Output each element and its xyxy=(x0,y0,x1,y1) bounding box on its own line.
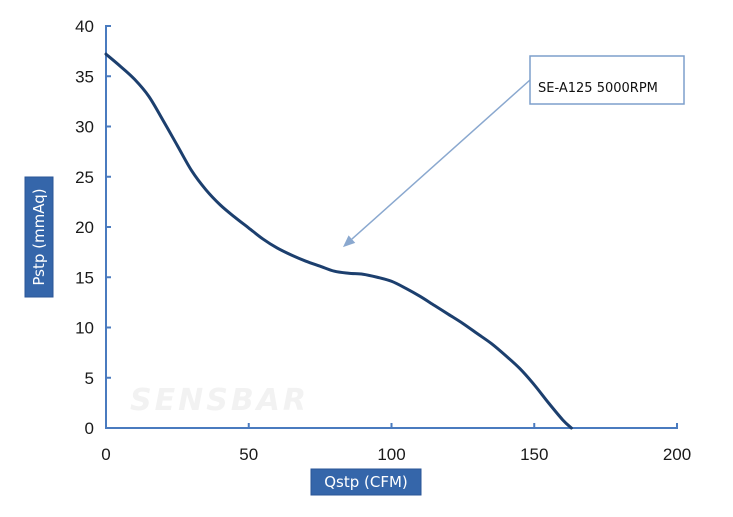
annotation-arrow xyxy=(351,79,531,240)
x-ticks: 0 50 100 150 200 xyxy=(101,423,691,464)
y-ticks: 0 5 10 15 20 25 30 35 40 xyxy=(75,17,111,438)
annotation: SE-A125 5000RPM xyxy=(342,55,685,248)
x-tick-label: 0 xyxy=(101,445,110,464)
watermark-text: SENSBAR xyxy=(130,383,309,418)
y-axis-label-text: Pstp (mmAq) xyxy=(30,188,48,285)
series-line xyxy=(104,52,573,430)
x-tick-label: 50 xyxy=(239,445,258,464)
y-tick-label: 40 xyxy=(75,17,94,36)
x-tick-label: 200 xyxy=(663,445,691,464)
annotation-box xyxy=(529,55,685,105)
y-tick-label: 0 xyxy=(85,419,94,438)
y-tick-label: 15 xyxy=(75,268,94,287)
y-tick-label: 10 xyxy=(75,319,94,338)
annotation-text: SE-A125 5000RPM xyxy=(538,81,658,96)
x-axis-label: Qstp (CFM) xyxy=(310,468,422,496)
y-tick-label: 20 xyxy=(75,218,94,237)
y-tick-label: 5 xyxy=(85,369,94,388)
x-tick-label: 150 xyxy=(520,445,548,464)
y-tick-label: 25 xyxy=(75,168,94,187)
y-axis-label: Pstp (mmAq) xyxy=(24,176,54,298)
y-tick-label: 30 xyxy=(75,118,94,137)
x-axis-label-text: Qstp (CFM) xyxy=(324,473,408,491)
y-tick-label: 35 xyxy=(75,67,94,86)
annotation-arrowhead xyxy=(342,235,356,248)
x-tick-label: 100 xyxy=(377,445,405,464)
